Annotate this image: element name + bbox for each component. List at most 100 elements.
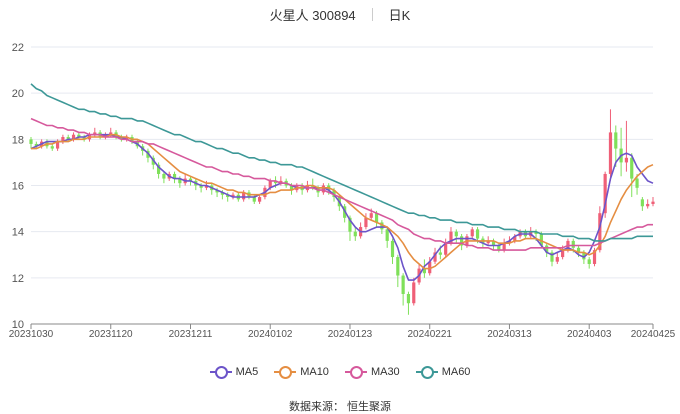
candle-body: [199, 185, 203, 188]
chart-header: 火星人 300894 日K: [0, 4, 680, 24]
candle-body: [66, 137, 70, 140]
legend-item-ma60[interactable]: MA60: [415, 366, 471, 379]
candle-body: [172, 173, 177, 179]
legend-swatch-ma5: [209, 366, 232, 379]
x-tick-label: 20231120: [89, 329, 133, 340]
y-tick-label: 10: [12, 319, 24, 331]
candle-body: [364, 217, 368, 228]
candle-body: [598, 213, 602, 251]
candle-body: [82, 137, 86, 140]
candle-body: [332, 190, 336, 198]
candle-body: [571, 240, 575, 248]
y-tick-label: 16: [12, 181, 24, 193]
candle-body: [125, 137, 129, 140]
candle-body: [422, 268, 426, 274]
x-axis: 20231030 20231120 20231211 20240102 20240123…: [9, 323, 676, 340]
candle-body: [449, 231, 453, 244]
candle-body: [502, 243, 506, 251]
candle-body: [539, 233, 543, 246]
candle-body: [289, 185, 294, 191]
ma-line-ma10: [31, 133, 654, 270]
chart-legend: MA5 MA10 MA30 MA60: [0, 366, 680, 379]
legend-label-ma10: MA10: [300, 366, 329, 378]
candle-body: [273, 180, 278, 184]
candle-body: [109, 132, 113, 135]
candle-body: [555, 257, 559, 262]
period-tab[interactable]: 日K: [388, 7, 411, 23]
candle-body: [103, 134, 108, 138]
candle-body: [353, 231, 357, 237]
candle-body: [486, 240, 490, 244]
legend-swatch-ma30: [344, 366, 367, 379]
candle-body: [624, 157, 629, 163]
candle-body: [348, 217, 352, 232]
candle-body: [385, 229, 389, 241]
ma-line-ma60: [30, 83, 653, 242]
x-tick-label: 20240313: [487, 329, 532, 340]
candle-body: [311, 185, 315, 188]
candle-body: [550, 252, 554, 262]
x-tick-label: 20231030: [9, 329, 54, 340]
candle-body: [268, 180, 272, 188]
candle-body: [640, 199, 644, 207]
legend-swatch-ma10: [274, 366, 297, 379]
x-tick-label: 20240221: [407, 329, 452, 340]
candle-body: [396, 257, 400, 276]
legend-item-ma5[interactable]: MA5: [209, 366, 258, 379]
candle-body: [603, 173, 607, 214]
candle-body: [651, 201, 655, 204]
candle-body: [390, 240, 395, 258]
candle-body: [491, 240, 496, 246]
x-tick-label: 20231211: [169, 329, 213, 340]
candle-body: [646, 203, 650, 207]
candle-body: [614, 132, 618, 149]
candle-body: [215, 190, 219, 193]
candle-body: [29, 139, 33, 144]
legend-label-ma30: MA30: [370, 366, 400, 378]
candle-body: [178, 178, 182, 184]
x-tick-label: 20240425: [631, 329, 676, 340]
candle-body: [428, 261, 432, 274]
candle-body: [61, 137, 65, 142]
candle-body: [369, 213, 373, 218]
candle-body: [454, 231, 458, 237]
stock-title: 火星人 300894: [269, 7, 356, 23]
legend-item-ma30[interactable]: MA30: [344, 366, 400, 379]
candle-body: [460, 236, 464, 246]
candle-body: [534, 231, 538, 234]
candle-body: [513, 236, 517, 241]
candle-body: [188, 178, 193, 181]
moving-average-lines: [30, 83, 654, 281]
legend-item-ma10[interactable]: MA10: [274, 366, 329, 379]
candle-body: [438, 252, 442, 255]
candle-body: [220, 192, 224, 195]
candle-body: [576, 247, 581, 253]
candle-body: [71, 134, 76, 140]
candle-body: [475, 229, 480, 239]
candle-body: [374, 213, 379, 223]
candle-body: [321, 185, 325, 193]
candle-body: [55, 141, 60, 149]
candle-body: [162, 173, 166, 179]
candle-body: [77, 134, 81, 138]
candle-body: [406, 293, 411, 304]
candle-body: [470, 229, 474, 237]
ma-line-ma5: [30, 133, 654, 281]
candle-body: [587, 259, 591, 264]
candle-body: [226, 194, 230, 198]
candle-body: [258, 197, 262, 202]
candle-body: [34, 143, 38, 147]
header-divider: [371, 7, 373, 21]
candle-body: [582, 252, 586, 260]
y-tick-label: 22: [12, 42, 24, 54]
candle-body: [608, 132, 613, 174]
data-source: 数据来源： 恒生聚源: [288, 401, 392, 413]
candle-body: [507, 240, 512, 244]
y-tick-label: 20: [12, 88, 24, 100]
legend-label-ma60: MA60: [441, 366, 471, 378]
candle-body: [444, 243, 448, 255]
candles: [29, 109, 655, 315]
candle-body: [380, 222, 384, 230]
candle-body: [561, 250, 565, 258]
